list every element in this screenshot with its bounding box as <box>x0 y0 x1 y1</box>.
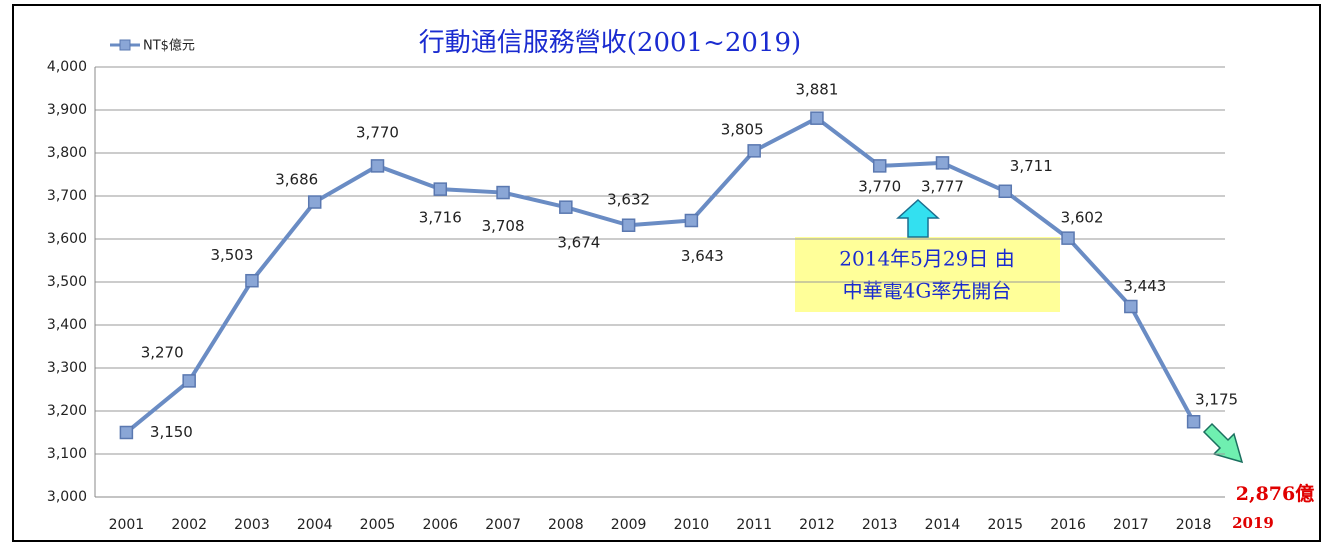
data-label: 3,643 <box>681 247 724 265</box>
marker <box>370 159 385 173</box>
data-label: 3,716 <box>419 209 462 227</box>
data-label: 3,150 <box>150 423 193 441</box>
y-tick-label: 3,100 <box>47 446 87 462</box>
y-tick-label: 3,900 <box>47 102 87 118</box>
legend-label: NT$億元 <box>143 38 195 54</box>
data-label: 3,674 <box>557 234 600 252</box>
marker <box>872 159 887 173</box>
x-tick-label: 2003 <box>234 517 270 533</box>
x-tick-label: 2013 <box>862 517 898 533</box>
data-label: 3,632 <box>607 191 650 209</box>
marker <box>182 374 196 388</box>
y-tick-label: 4,000 <box>47 59 87 75</box>
data-label: 3,175 <box>1195 390 1238 408</box>
data-label: 3,503 <box>210 246 253 264</box>
legend: NT$億元 <box>110 38 195 54</box>
marker <box>810 111 824 125</box>
x-tick-label: 2015 <box>987 517 1023 533</box>
x-tick-label: 2005 <box>360 517 396 533</box>
series-line <box>125 116 1196 435</box>
x-tick-label: 2006 <box>422 517 458 533</box>
x-tick-label: 2018 <box>1176 517 1212 533</box>
marker <box>307 195 322 209</box>
data-label: 3,881 <box>795 81 838 99</box>
legend-marker <box>119 39 131 51</box>
marker <box>621 218 636 232</box>
forecast-label: 2,876億 <box>1236 482 1315 505</box>
marker <box>684 213 699 228</box>
marker <box>1124 299 1138 314</box>
y-tick-label: 3,400 <box>47 317 87 333</box>
data-label: 3,686 <box>275 171 318 189</box>
data-label: 3,443 <box>1123 277 1166 295</box>
x-tick-label: 2008 <box>548 517 584 533</box>
marker <box>998 184 1013 199</box>
marker <box>1186 415 1201 429</box>
data-label: 3,770 <box>858 177 901 195</box>
y-tick-label: 3,800 <box>47 145 87 161</box>
x-tick-label: 2017 <box>1113 517 1149 533</box>
marker <box>496 185 510 200</box>
y-tick-label: 3,700 <box>47 188 87 204</box>
data-label: 3,770 <box>356 123 399 141</box>
marker <box>433 182 448 196</box>
x-tick-label: 2004 <box>297 517 333 533</box>
data-label: 3,777 <box>921 177 964 195</box>
annotation-box <box>795 237 1060 312</box>
marker <box>1061 231 1075 245</box>
marker <box>559 200 573 214</box>
x-tick-label: 2011 <box>736 517 772 533</box>
frame <box>12 4 1321 542</box>
marker <box>119 425 134 440</box>
up-arrow <box>896 198 940 238</box>
x-tick-label: 2002 <box>171 517 207 533</box>
data-label: 3,708 <box>482 217 525 235</box>
y-tick-label: 3,500 <box>47 274 87 290</box>
x-tick-label: 2010 <box>674 517 710 533</box>
x-tick-label: 2009 <box>611 517 647 533</box>
chart-title: 行動通信服務營收(2001~2019) <box>419 28 801 58</box>
x-tick-label: 2012 <box>799 517 835 533</box>
data-label: 3,602 <box>1061 209 1104 227</box>
marker <box>747 144 761 158</box>
marker <box>935 156 950 170</box>
data-label: 3,711 <box>1010 157 1053 175</box>
x-tick-label: 2001 <box>109 517 145 533</box>
data-label: 3,270 <box>141 343 184 361</box>
y-tick-label: 3,300 <box>47 360 87 376</box>
data-label: 3,805 <box>721 120 764 138</box>
x-tick-label: 2014 <box>925 517 961 533</box>
y-tick-label: 3,000 <box>47 489 87 505</box>
x-tick-label: 2016 <box>1050 517 1086 533</box>
down-arrow <box>1202 422 1244 464</box>
y-tick-label: 3,200 <box>47 403 87 419</box>
y-tick-label: 3,600 <box>47 231 87 247</box>
marker <box>245 273 259 288</box>
forecast-year: 2019 <box>1232 514 1274 532</box>
x-tick-label: 2007 <box>485 517 521 533</box>
annotation: 2014年5月29日 由 <box>839 247 1014 271</box>
